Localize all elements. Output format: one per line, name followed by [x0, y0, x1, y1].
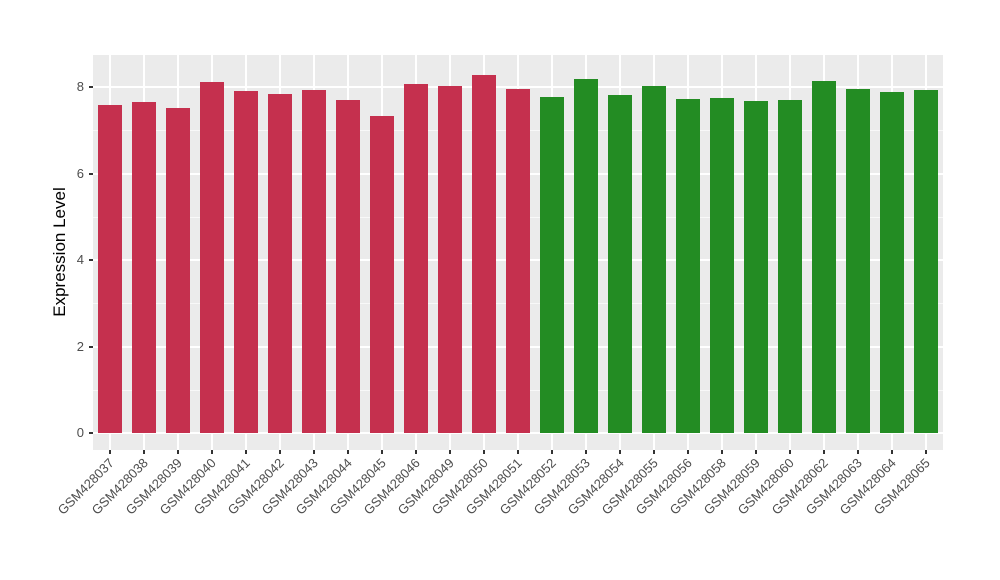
x-axis-tick — [143, 450, 145, 454]
y-axis-tick — [89, 259, 93, 261]
y-axis-tick — [89, 86, 93, 88]
x-axis-tick — [891, 450, 893, 454]
bar — [608, 94, 632, 433]
x-axis-tick — [823, 450, 825, 454]
x-axis-tick — [211, 450, 213, 454]
bar — [336, 99, 360, 433]
bar — [98, 105, 122, 433]
plot-panel — [93, 55, 943, 450]
y-axis-tick — [89, 172, 93, 175]
x-axis-tick — [381, 450, 383, 454]
x-axis-tick — [585, 450, 587, 454]
bar — [438, 86, 462, 433]
x-axis-tick — [109, 450, 111, 454]
x-axis-tick — [517, 450, 519, 454]
bar — [710, 98, 734, 433]
bar — [268, 93, 292, 433]
bar — [404, 83, 428, 433]
bar — [506, 88, 530, 433]
bar — [370, 116, 394, 433]
x-axis-tick — [415, 450, 417, 454]
x-axis-tick — [857, 450, 859, 454]
y-tick-label: 6 — [76, 165, 84, 181]
x-axis-tick — [551, 450, 553, 454]
bar — [132, 102, 156, 433]
bar — [302, 90, 326, 433]
x-axis-tick — [449, 450, 451, 454]
y-tick-label: 8 — [76, 79, 84, 94]
bar — [846, 89, 870, 433]
x-axis-tick — [925, 450, 927, 454]
x-axis-tick — [279, 450, 281, 454]
bar — [744, 101, 768, 433]
bar — [200, 82, 224, 433]
x-axis-tick — [347, 450, 349, 454]
x-axis-tick — [789, 450, 791, 454]
bar — [778, 99, 802, 433]
y-tick-label: 0 — [76, 425, 84, 440]
bar — [642, 85, 666, 433]
x-axis-tick — [721, 450, 723, 454]
y-axis-tick — [89, 432, 93, 434]
bar — [812, 81, 836, 433]
bar — [574, 78, 598, 433]
x-axis-tick — [483, 450, 485, 454]
x-axis-tick — [653, 450, 655, 454]
bar — [676, 98, 700, 433]
y-tick-label: 4 — [76, 252, 84, 267]
x-axis-tick — [245, 450, 247, 454]
x-axis-tick — [177, 450, 179, 454]
x-axis-tick — [687, 450, 689, 454]
bar — [914, 89, 938, 433]
y-axis-tick — [89, 345, 93, 348]
y-tick-label: 2 — [76, 338, 84, 354]
x-axis-tick — [619, 450, 621, 454]
bar — [540, 96, 564, 433]
bar — [880, 91, 904, 433]
bar — [166, 108, 190, 433]
bar — [234, 91, 258, 433]
x-axis-tick — [313, 450, 315, 454]
bar — [472, 74, 496, 433]
x-axis-tick — [755, 450, 757, 454]
